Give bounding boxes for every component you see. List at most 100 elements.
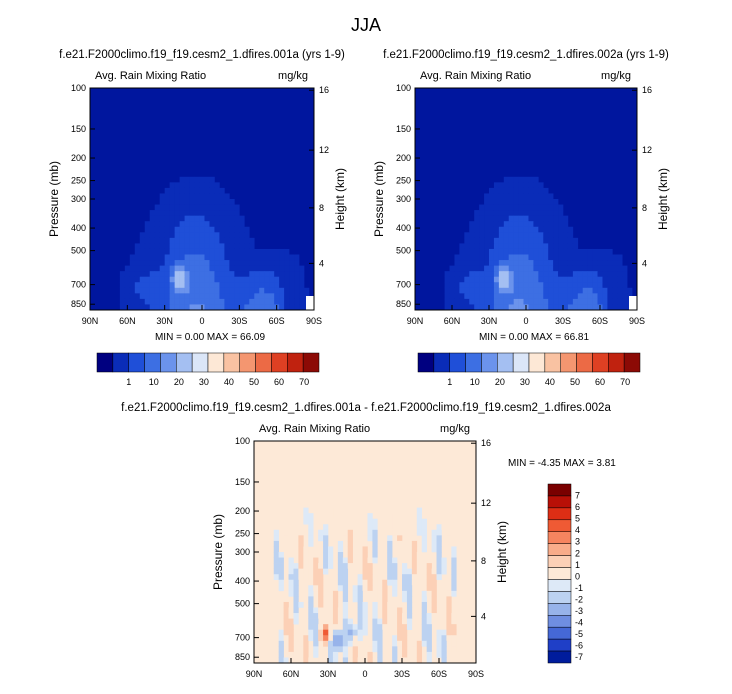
field-cell — [194, 293, 200, 300]
field-cell — [244, 248, 250, 255]
field-cell — [503, 204, 510, 211]
field-cell — [406, 574, 413, 581]
field-cell — [269, 287, 275, 294]
field-cell — [538, 210, 544, 216]
field-cell — [174, 182, 180, 189]
field-cell — [563, 243, 569, 250]
field-cell — [169, 215, 175, 222]
field-cell — [164, 232, 170, 239]
field-cell — [313, 635, 319, 642]
field-cell — [602, 265, 608, 272]
field-cell — [328, 563, 334, 569]
field-cell — [124, 282, 131, 289]
colorbar-label: 20 — [174, 377, 184, 387]
field-cell — [229, 221, 235, 228]
field-cell — [119, 271, 126, 277]
field-cell — [294, 304, 300, 311]
field-cell — [294, 282, 300, 289]
field-cell — [308, 635, 314, 642]
field-cell — [367, 590, 373, 597]
field-cell — [617, 298, 623, 305]
field-cell — [249, 243, 255, 250]
panel-subtitle-left: Avg. Rain Mixing Ratio — [95, 70, 206, 82]
field-cell — [274, 254, 280, 261]
y-tick-label: 400 — [235, 576, 250, 586]
field-cell — [592, 265, 598, 272]
colorbar-label: 70 — [299, 377, 309, 387]
field-cell — [493, 248, 500, 255]
field-cell — [204, 304, 210, 311]
field-cell — [179, 193, 185, 200]
field-cell — [533, 215, 539, 222]
field-cell — [436, 563, 442, 569]
y-tick-label: 100 — [396, 83, 411, 93]
colorbar-box — [547, 543, 572, 556]
field-cell — [406, 613, 413, 619]
field-cell — [119, 298, 126, 305]
field-cell — [134, 298, 141, 305]
field-cell — [259, 276, 265, 283]
field-cell — [352, 657, 358, 664]
field-cell — [254, 248, 260, 255]
field-cell — [149, 232, 156, 239]
field-cell — [318, 574, 324, 581]
field-cell — [543, 293, 549, 300]
field-cell — [229, 254, 235, 261]
field-cell — [597, 248, 603, 255]
field-cell — [342, 529, 349, 536]
field-cell — [134, 254, 141, 261]
field-cell — [164, 287, 170, 294]
field-cell — [464, 298, 470, 305]
field-cell — [402, 596, 408, 603]
field-cell — [392, 640, 398, 647]
field-cell — [179, 276, 185, 283]
field-cell — [392, 646, 398, 653]
field-cell — [548, 237, 554, 244]
field-cell — [416, 552, 423, 558]
field-cell — [244, 298, 250, 305]
field-cell — [229, 210, 235, 216]
y-right-tick-label: 12 — [319, 145, 329, 155]
field-cell — [484, 276, 490, 283]
field-cell — [308, 585, 314, 592]
topography-mask — [629, 296, 637, 310]
field-cell — [184, 204, 190, 211]
field-cell — [144, 254, 151, 261]
field-cell — [627, 287, 633, 294]
field-cell — [543, 237, 549, 244]
field-cell — [199, 265, 205, 272]
field-cell — [209, 254, 215, 261]
field-cell — [199, 193, 205, 200]
field-cell — [288, 568, 294, 575]
field-cell — [323, 618, 329, 625]
field-cell — [493, 271, 500, 277]
field-cell — [451, 552, 457, 558]
field-cell — [194, 237, 200, 244]
field-cell — [204, 248, 210, 255]
field-cell — [144, 221, 151, 228]
field-cell — [498, 215, 505, 222]
field-cell — [607, 248, 613, 255]
field-cell — [441, 640, 447, 647]
field-cell — [199, 199, 205, 205]
field-cell — [503, 254, 510, 261]
field-cell — [194, 204, 200, 211]
field-cell — [159, 226, 165, 233]
field-cell — [244, 260, 250, 266]
field-cell — [179, 260, 185, 266]
field-cell — [204, 265, 210, 272]
y-tick-label: 850 — [235, 652, 250, 662]
field-cell — [548, 304, 554, 311]
field-cell — [159, 215, 165, 222]
field-cell — [184, 237, 190, 244]
field-cell — [406, 596, 413, 603]
field-cell — [474, 237, 480, 244]
y-tick-label: 700 — [396, 280, 411, 290]
field-cell — [592, 287, 598, 294]
field-cell — [459, 276, 465, 283]
field-cell — [219, 276, 225, 283]
field-cell — [264, 276, 270, 283]
field-cell — [259, 254, 265, 261]
field-cell — [179, 232, 185, 239]
field-cell — [367, 596, 373, 603]
